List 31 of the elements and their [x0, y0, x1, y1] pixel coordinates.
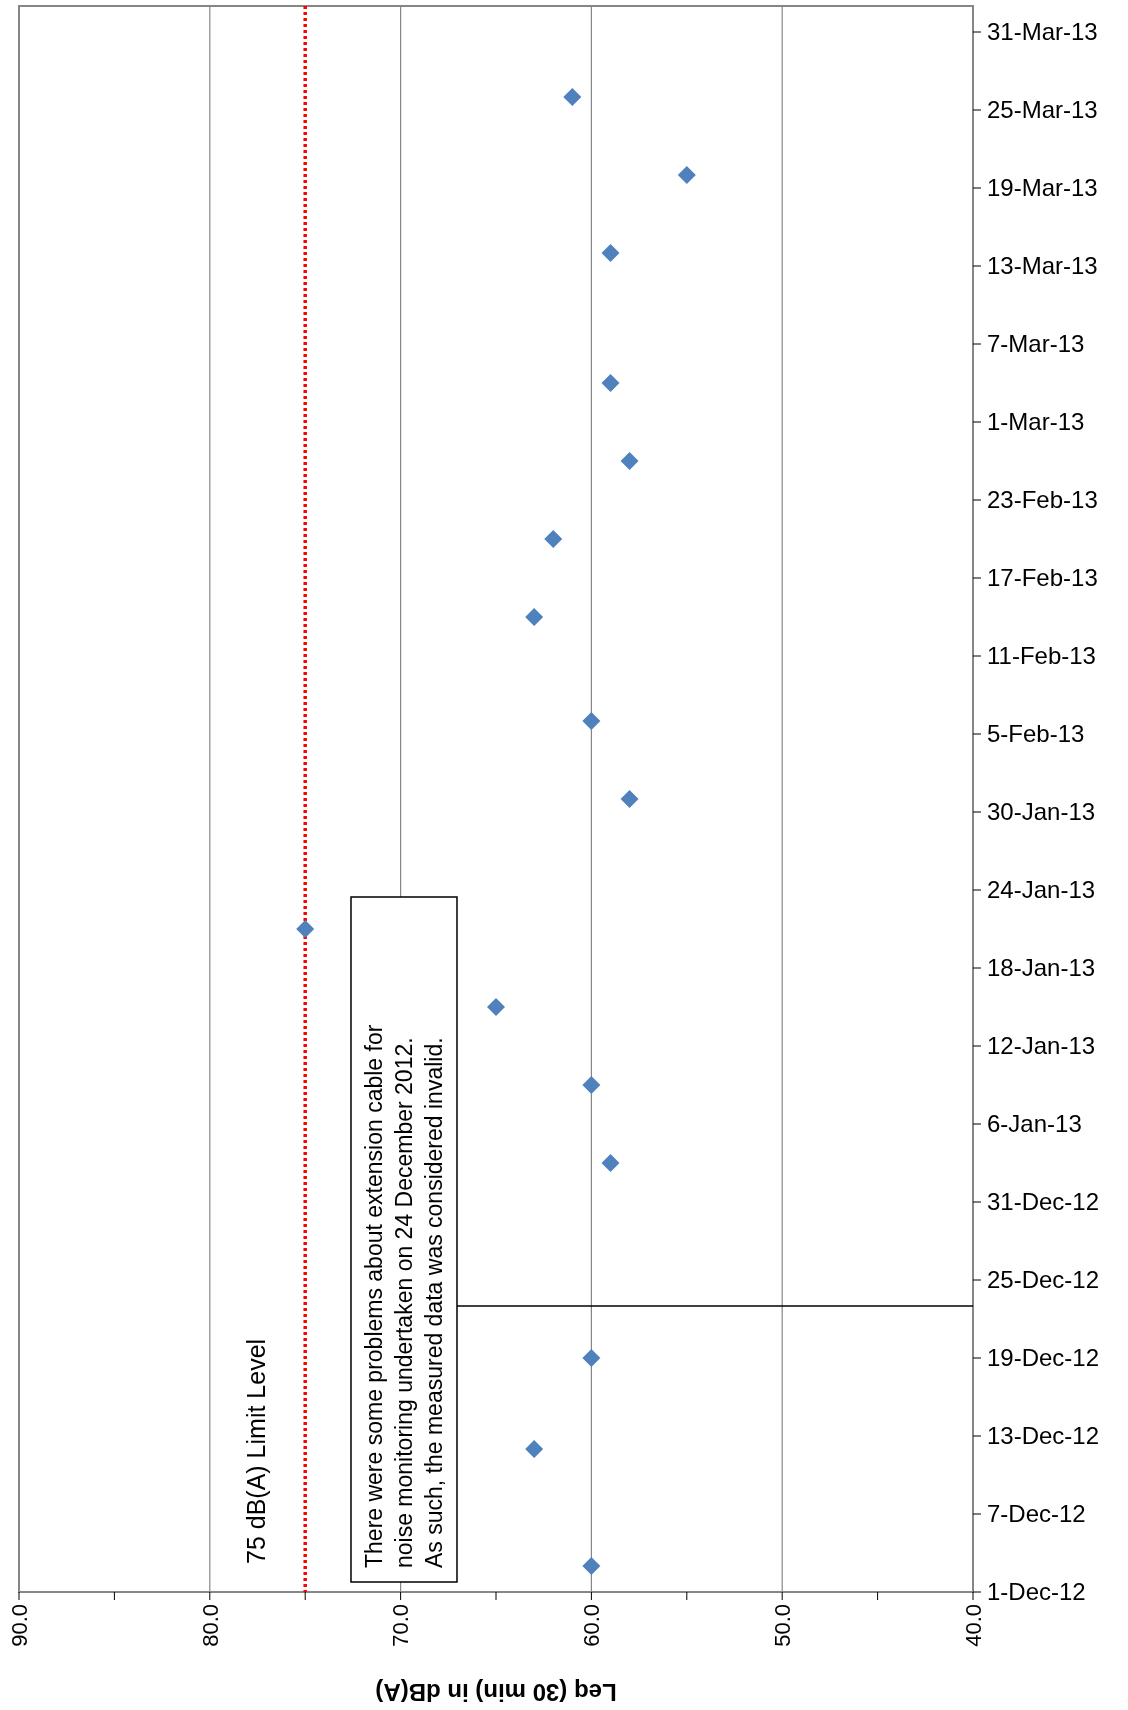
x-tick-label: 40.0: [960, 1604, 986, 1647]
note-box: There were some problems about extension cable for noise monitoring undertaken on 24 December 2012. As such, the measured data was considered invalid.: [350, 896, 458, 1583]
ref-line-label: 75 dB(A) Limit Level: [242, 1338, 271, 1564]
x-tick-label: 70.0: [388, 1604, 414, 1647]
x-tick-label: 50.0: [769, 1604, 795, 1647]
y-tick-label: 7-Dec-12: [987, 1500, 1086, 1528]
y-tick-label: 25-Dec-12: [987, 1266, 1100, 1294]
y-tick-label: 17-Feb-13: [987, 564, 1098, 592]
y-tick-label: 31-Dec-12: [987, 1188, 1100, 1216]
y-tick-label: 1-Dec-12: [987, 1578, 1086, 1606]
y-tick-label: 24-Jan-13: [987, 876, 1096, 904]
y-tick-label: 19-Dec-12: [987, 1344, 1100, 1372]
y-tick-label: 23-Feb-13: [987, 486, 1098, 514]
x-tick-label: 80.0: [197, 1604, 223, 1647]
y-tick-label: 13-Dec-12: [987, 1422, 1100, 1450]
y-tick-label: 25-Mar-13: [987, 96, 1098, 124]
y-tick-label: 7-Mar-13: [987, 330, 1085, 358]
y-tick-label: 19-Mar-13: [987, 174, 1098, 202]
y-tick-label: 6-Jan-13: [987, 1110, 1082, 1138]
y-tick-label: 18-Jan-13: [987, 954, 1096, 982]
x-tick-label: 90.0: [6, 1604, 32, 1647]
y-tick-label: 13-Mar-13: [987, 252, 1098, 280]
y-tick-label: 5-Feb-13: [987, 720, 1085, 748]
x-tick-label: 60.0: [579, 1604, 605, 1647]
x-axis-title: Leq (30 min) in dB(A): [375, 1679, 617, 1706]
annotation: There were some problems about extension cable for noise monitoring undertaken on 24 December 2012. As such, the measured data was considered invalid.: [360, 1024, 447, 1568]
y-tick-label: 12-Jan-13: [987, 1032, 1096, 1060]
y-tick-label: 30-Jan-13: [987, 798, 1096, 826]
y-tick-label: 31-Mar-13: [987, 18, 1098, 46]
y-tick-label: 11-Feb-13: [987, 642, 1096, 670]
y-tick-label: 1-Mar-13: [987, 408, 1085, 436]
